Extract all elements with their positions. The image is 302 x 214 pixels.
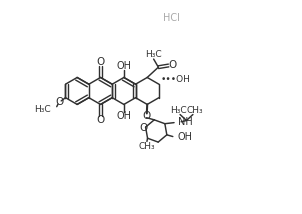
Text: OH: OH	[177, 132, 192, 142]
Text: O: O	[143, 111, 151, 120]
Text: O: O	[140, 123, 148, 132]
Text: O: O	[168, 61, 176, 70]
Text: OH: OH	[117, 111, 132, 121]
Text: HCl: HCl	[163, 13, 180, 23]
Text: O: O	[96, 115, 105, 125]
Text: O: O	[96, 57, 105, 67]
Text: OH: OH	[117, 61, 132, 71]
Text: CH₃: CH₃	[186, 106, 203, 115]
Text: O: O	[55, 97, 64, 107]
Text: H₃C: H₃C	[170, 106, 187, 115]
Text: H₃C: H₃C	[34, 105, 51, 114]
Text: •••OH: •••OH	[160, 75, 190, 84]
Text: CH₃: CH₃	[138, 142, 155, 151]
Text: H₃C: H₃C	[145, 50, 161, 59]
Text: NH: NH	[178, 117, 193, 127]
